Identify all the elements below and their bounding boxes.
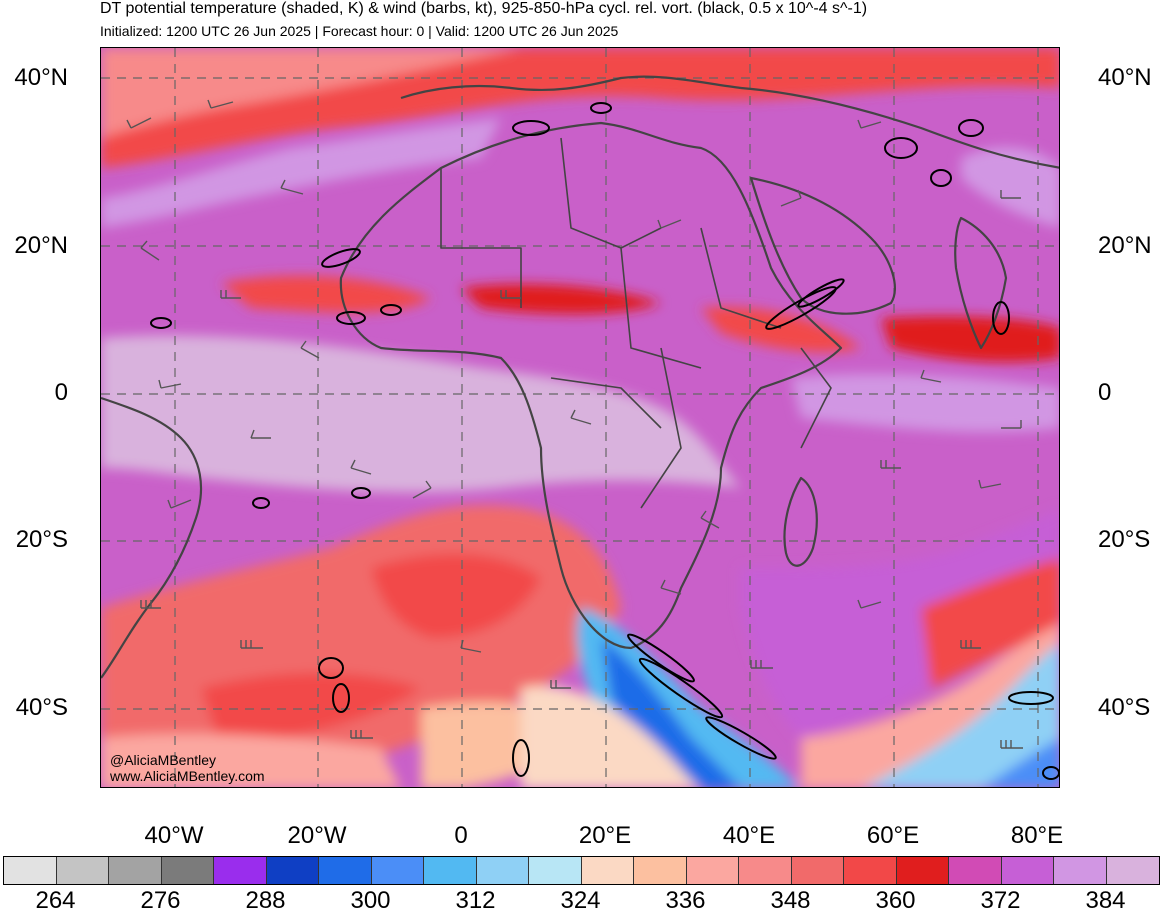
colorbar-tick-label: 360 bbox=[875, 887, 916, 914]
colorbar-cell bbox=[949, 857, 1002, 884]
colorbar-cell bbox=[319, 857, 372, 884]
colorbar-cell bbox=[161, 857, 214, 884]
lat-label-right-20s: 20°S bbox=[1098, 526, 1151, 553]
lon-label-40w: 40°W bbox=[144, 822, 204, 849]
colorbar-cell bbox=[476, 857, 529, 884]
colorbar-cell bbox=[1001, 857, 1054, 884]
colorbar-tick-label: 288 bbox=[245, 887, 286, 914]
colorbar-cell bbox=[214, 857, 267, 884]
lat-label-right-equator: 0 bbox=[1098, 379, 1112, 406]
lat-label-right-40s: 40°S bbox=[1098, 694, 1151, 721]
graticule bbox=[101, 48, 1059, 787]
colorbar-tick-label: 300 bbox=[350, 887, 391, 914]
coastlines bbox=[101, 75, 1059, 679]
colorbar-cell bbox=[634, 857, 687, 884]
lat-label-left-40n: 40°N bbox=[14, 64, 68, 91]
colorbar-cell bbox=[686, 857, 739, 884]
colorbar-tick-label: 324 bbox=[560, 887, 601, 914]
lon-label-20w: 20°W bbox=[287, 822, 347, 849]
wind-barbs bbox=[126, 99, 1023, 749]
watermark-site: www.AliciaMBentley.com bbox=[110, 768, 265, 784]
map-panel bbox=[100, 47, 1060, 788]
colorbar-tick-label: 384 bbox=[1085, 887, 1126, 914]
lon-label-40e: 40°E bbox=[722, 822, 776, 849]
potential-temperature-shading bbox=[101, 48, 1059, 787]
lon-label-20e: 20°E bbox=[578, 822, 632, 849]
colorbar-cell bbox=[1106, 857, 1159, 884]
colorbar-tick-label: 336 bbox=[665, 887, 706, 914]
colorbar-cell bbox=[424, 857, 477, 884]
watermark: @AliciaMBentley www.AliciaMBentley.com bbox=[110, 752, 265, 784]
lon-label-60e: 60°E bbox=[866, 822, 920, 849]
colorbar-tick-label: 276 bbox=[140, 887, 181, 914]
lat-label-right-40n: 40°N bbox=[1098, 64, 1152, 91]
colorbar-cell bbox=[581, 857, 634, 884]
lat-label-left-20s: 20°S bbox=[15, 526, 68, 553]
colorbar-cell bbox=[791, 857, 844, 884]
colorbar-tick-label: 312 bbox=[455, 887, 496, 914]
chart-title: DT potential temperature (shaded, K) & w… bbox=[100, 0, 868, 17]
colorbar-cell bbox=[109, 857, 162, 884]
colorbar-cell bbox=[529, 857, 582, 884]
colorbar bbox=[3, 856, 1160, 885]
lat-label-right-20n: 20°N bbox=[1098, 232, 1152, 259]
colorbar-cell bbox=[371, 857, 424, 884]
colorbar-cell bbox=[266, 857, 319, 884]
colorbar-tick-label: 264 bbox=[35, 887, 76, 914]
vorticity-contours bbox=[150, 102, 1059, 780]
lat-label-left-equator: 0 bbox=[54, 379, 68, 406]
lon-label-80e: 80°E bbox=[1010, 822, 1064, 849]
chart-subtitle: Initialized: 1200 UTC 26 Jun 2025 | Fore… bbox=[100, 23, 619, 39]
colorbar-cell bbox=[4, 857, 57, 884]
colorbar-tick-label: 372 bbox=[980, 887, 1021, 914]
colorbar-tick-label: 348 bbox=[770, 887, 811, 914]
watermark-handle: @AliciaMBentley bbox=[110, 752, 217, 768]
colorbar-cell bbox=[1054, 857, 1107, 884]
lat-label-left-40s: 40°S bbox=[15, 694, 68, 721]
lat-label-left-20n: 20°N bbox=[14, 232, 68, 259]
map-field bbox=[101, 48, 1059, 787]
colorbar-cell bbox=[844, 857, 897, 884]
colorbar-cell bbox=[56, 857, 109, 884]
colorbar-cell bbox=[896, 857, 949, 884]
lon-label-0: 0 bbox=[454, 822, 468, 849]
colorbar-cell bbox=[739, 857, 792, 884]
